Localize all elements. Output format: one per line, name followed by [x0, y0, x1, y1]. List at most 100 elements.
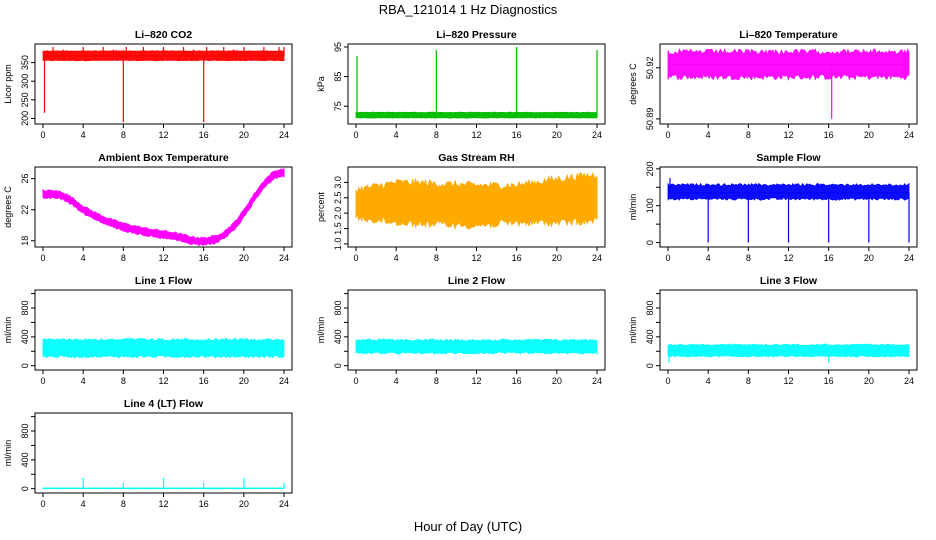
panel-title: Gas Stream RH [438, 152, 514, 164]
panel-title: Line 2 Flow [448, 275, 506, 287]
y-tick-label: 18 [20, 236, 30, 246]
panel-title: Li–820 CO2 [135, 29, 192, 41]
x-tick-label: 16 [199, 130, 209, 140]
y-tick-label: 26 [20, 174, 30, 184]
x-tick-label: 0 [353, 130, 358, 140]
y-tick-label: 350 [20, 55, 30, 70]
x-tick-label: 16 [824, 253, 834, 263]
x-tick-label: 20 [864, 130, 874, 140]
x-tick-label: 20 [552, 253, 562, 263]
y-axis-label: ml/min [628, 194, 638, 221]
x-tick-label: 24 [592, 376, 602, 386]
x-tick-label: 20 [239, 499, 249, 509]
x-tick-label: 0 [40, 130, 45, 140]
y-tick-label: 2.0 [333, 207, 343, 220]
panel-title: Ambient Box Temperature [98, 152, 229, 164]
x-tick-label: 4 [394, 253, 399, 263]
y-tick-label: 400 [20, 329, 30, 344]
x-tick-label: 20 [864, 376, 874, 386]
x-tick-label: 16 [512, 253, 522, 263]
x-tick-label: 8 [121, 130, 126, 140]
y-axis-label: Licor ppm [3, 64, 13, 104]
y-tick-label: 800 [333, 301, 343, 316]
x-tick-label: 4 [394, 130, 399, 140]
x-tick-label: 4 [706, 376, 711, 386]
y-tick-label: 800 [20, 424, 30, 439]
y-tick-label: 95 [333, 42, 343, 52]
panel-title: Sample Flow [756, 152, 821, 164]
y-tick-label: 400 [20, 452, 30, 467]
x-tick-label: 24 [592, 130, 602, 140]
y-tick-label: 0 [645, 240, 655, 245]
series-box-temperature [42, 167, 285, 247]
x-tick-label: 20 [239, 130, 249, 140]
y-tick-label: 0 [333, 363, 343, 368]
x-tick-label: 4 [81, 376, 86, 386]
x-tick-label: 12 [471, 253, 481, 263]
x-tick-label: 12 [158, 499, 168, 509]
panel-title: Line 4 (LT) Flow [124, 398, 204, 410]
x-tick-label: 8 [121, 253, 126, 263]
y-tick-label: 300 [20, 74, 30, 89]
panel-7: Line 1 Flow 0 4 8 12 16 20 24 0 400 800 ml/min [3, 275, 293, 386]
panel-9: Line 3 Flow 0 4 8 12 16 20 24 0 400 800 ml/min [628, 275, 918, 386]
y-tick-label: 50.92 [645, 57, 655, 80]
x-tick-label: 12 [783, 376, 793, 386]
x-tick-label: 12 [471, 376, 481, 386]
panel-3: Li–820 Temperature 0 4 8 12 16 20 24 50.89 50.92 d… [628, 29, 918, 140]
panel-title: Line 1 Flow [135, 275, 193, 287]
x-tick-label: 8 [746, 376, 751, 386]
y-tick-label: 800 [645, 301, 655, 316]
x-tick-label: 20 [552, 130, 562, 140]
x-tick-label: 20 [239, 376, 249, 386]
panel-title: Li–820 Temperature [739, 29, 838, 41]
y-tick-label: 1.5 [333, 222, 343, 235]
y-tick-label: 100 [645, 198, 655, 213]
x-tick-label: 0 [40, 499, 45, 509]
panel-5: Gas Stream RH 0 4 8 12 16 20 24 1.0 1.5 2.0 2.5 3.0 p… [316, 152, 606, 263]
y-axis-label: kPa [316, 76, 326, 92]
y-tick-label: 200 [20, 111, 30, 126]
x-tick-label: 16 [199, 376, 209, 386]
x-tick-label: 4 [81, 499, 86, 509]
panel-6: Sample Flow 0 4 8 12 16 20 24 0 100 200 ml/min [628, 152, 918, 263]
y-axis-label: degrees C [3, 186, 13, 228]
y-tick-label: 50.89 [645, 108, 655, 131]
x-tick-label: 0 [40, 253, 45, 263]
x-tick-label: 4 [706, 130, 711, 140]
y-axis-label: ml/min [628, 317, 638, 344]
x-tick-label: 0 [40, 376, 45, 386]
x-tick-label: 16 [199, 253, 209, 263]
x-tick-label: 0 [353, 253, 358, 263]
x-tick-label: 16 [512, 376, 522, 386]
panel-10: Line 4 (LT) Flow 0 4 8 12 16 20 24 0 400 800 ml/min [3, 398, 293, 509]
x-tick-label: 16 [824, 130, 834, 140]
y-tick-label: 85 [333, 72, 343, 82]
x-tick-label: 24 [279, 376, 289, 386]
x-tick-label: 0 [665, 130, 670, 140]
y-tick-label: 3.0 [333, 176, 343, 189]
x-tick-label: 24 [279, 253, 289, 263]
panel-title: Line 3 Flow [760, 275, 818, 287]
panel-title: Li–820 Pressure [436, 29, 517, 41]
x-tick-label: 8 [434, 376, 439, 386]
plot-frame [347, 289, 606, 371]
plot-frame [34, 289, 293, 371]
x-tick-label: 0 [665, 376, 670, 386]
panel-1: Li–820 CO2 0 4 8 12 16 20 24 200 250 300 350 Licor p… [3, 29, 293, 140]
x-tick-label: 12 [783, 253, 793, 263]
panel-4: Ambient Box Temperature 0 4 8 12 16 20 24 18 22 26… [3, 152, 293, 263]
y-tick-label: 0 [645, 363, 655, 368]
plot-frame [659, 289, 918, 371]
x-tick-label: 24 [904, 130, 914, 140]
panel-2: Li–820 Pressure 0 4 8 12 16 20 24 75 85 95 kPa [316, 29, 606, 140]
x-tick-label: 12 [471, 130, 481, 140]
panel-8: Line 2 Flow 0 4 8 12 16 20 24 0 400 800 ml/min [316, 275, 606, 386]
x-tick-label: 4 [706, 253, 711, 263]
x-tick-label: 8 [746, 253, 751, 263]
y-tick-label: 800 [20, 301, 30, 316]
x-tick-label: 24 [279, 499, 289, 509]
x-tick-label: 8 [746, 130, 751, 140]
x-tick-label: 8 [121, 499, 126, 509]
